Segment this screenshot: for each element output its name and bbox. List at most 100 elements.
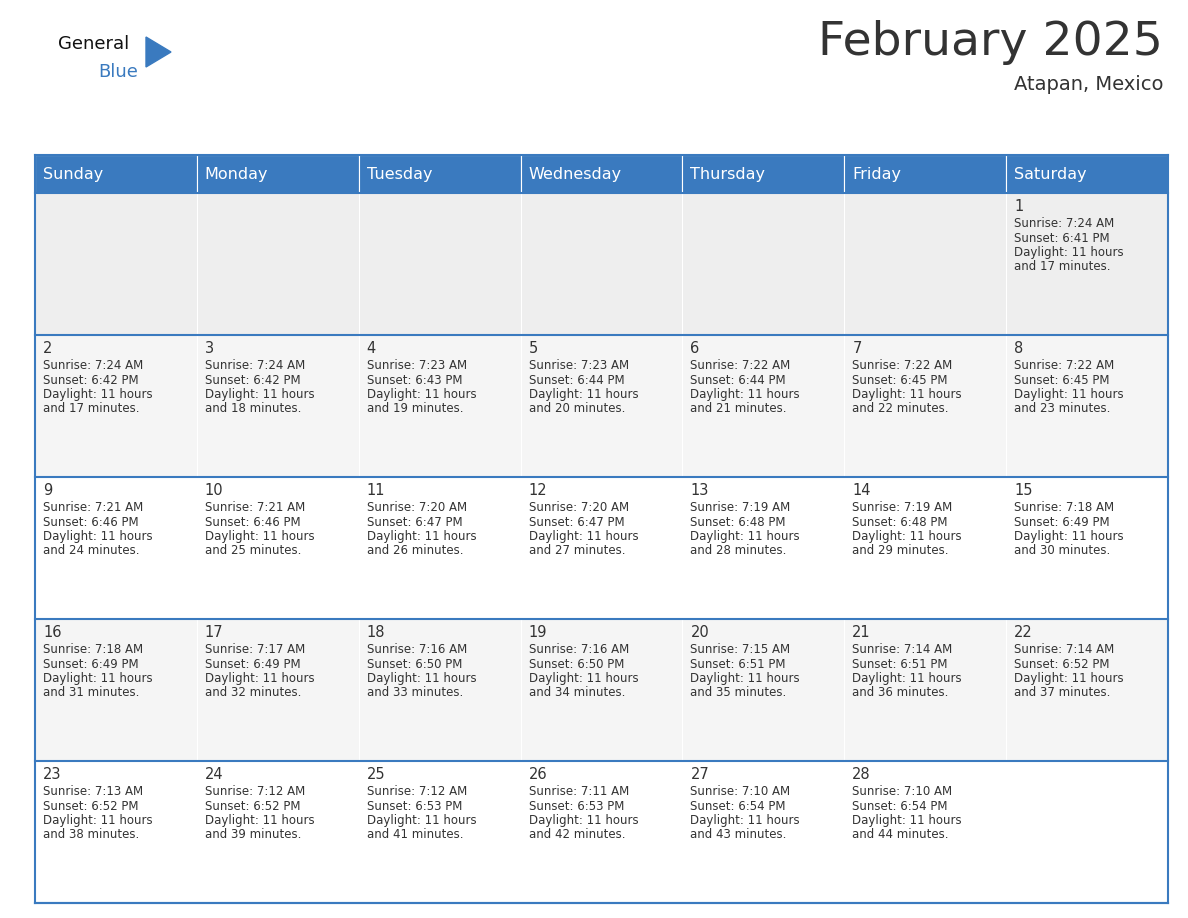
Text: Sunrise: 7:13 AM: Sunrise: 7:13 AM [43,785,143,798]
Text: and 17 minutes.: and 17 minutes. [43,402,139,416]
Text: 27: 27 [690,767,709,782]
Polygon shape [146,37,171,67]
Text: Daylight: 11 hours: Daylight: 11 hours [43,814,152,827]
Bar [1006,761,1168,903]
Bar [1006,619,1168,761]
Bar [520,335,682,477]
Text: Daylight: 11 hours: Daylight: 11 hours [204,530,315,543]
Bar [197,619,359,761]
Text: Daylight: 11 hours: Daylight: 11 hours [1015,388,1124,401]
Text: Sunset: 6:48 PM: Sunset: 6:48 PM [690,516,786,529]
Text: Sunset: 6:52 PM: Sunset: 6:52 PM [204,800,301,812]
Bar [359,335,520,477]
Text: Sunrise: 7:24 AM: Sunrise: 7:24 AM [43,359,144,372]
Bar [197,193,359,335]
Text: Sunrise: 7:17 AM: Sunrise: 7:17 AM [204,643,305,656]
Text: Sunset: 6:50 PM: Sunset: 6:50 PM [367,657,462,670]
Text: Sunset: 6:53 PM: Sunset: 6:53 PM [529,800,624,812]
Bar [359,761,520,903]
Text: 5: 5 [529,341,538,356]
Text: 24: 24 [204,767,223,782]
Text: Sunrise: 7:14 AM: Sunrise: 7:14 AM [1015,643,1114,656]
Text: and 33 minutes.: and 33 minutes. [367,687,463,700]
Text: and 23 minutes.: and 23 minutes. [1015,402,1111,416]
Text: and 17 minutes.: and 17 minutes. [1015,261,1111,274]
Text: Sunset: 6:46 PM: Sunset: 6:46 PM [204,516,301,529]
Text: 14: 14 [852,483,871,498]
Text: Sunset: 6:51 PM: Sunset: 6:51 PM [690,657,786,670]
Text: Sunrise: 7:21 AM: Sunrise: 7:21 AM [43,501,144,514]
Text: Daylight: 11 hours: Daylight: 11 hours [690,672,800,685]
Text: Tuesday: Tuesday [367,166,432,182]
Text: Monday: Monday [204,166,268,182]
Text: Daylight: 11 hours: Daylight: 11 hours [204,672,315,685]
Text: 11: 11 [367,483,385,498]
Text: and 43 minutes.: and 43 minutes. [690,829,786,842]
Text: and 37 minutes.: and 37 minutes. [1015,687,1111,700]
Text: and 36 minutes.: and 36 minutes. [852,687,949,700]
Text: Daylight: 11 hours: Daylight: 11 hours [852,388,962,401]
Text: Sunrise: 7:23 AM: Sunrise: 7:23 AM [367,359,467,372]
Bar [682,155,845,193]
Text: Daylight: 11 hours: Daylight: 11 hours [204,814,315,827]
Bar [197,335,359,477]
Text: Daylight: 11 hours: Daylight: 11 hours [367,672,476,685]
Bar [197,761,359,903]
Text: Sunrise: 7:22 AM: Sunrise: 7:22 AM [1015,359,1114,372]
Text: 12: 12 [529,483,548,498]
Text: Sunrise: 7:16 AM: Sunrise: 7:16 AM [367,643,467,656]
Bar [845,193,1006,335]
Text: Daylight: 11 hours: Daylight: 11 hours [43,530,152,543]
Text: 17: 17 [204,625,223,640]
Bar [520,477,682,619]
Text: Sunset: 6:49 PM: Sunset: 6:49 PM [1015,516,1110,529]
Text: 1: 1 [1015,199,1023,214]
Text: 23: 23 [43,767,62,782]
Text: Sunset: 6:49 PM: Sunset: 6:49 PM [43,657,139,670]
Text: and 44 minutes.: and 44 minutes. [852,829,949,842]
Text: Atapan, Mexico: Atapan, Mexico [1013,75,1163,94]
Text: Daylight: 11 hours: Daylight: 11 hours [529,388,638,401]
Text: Thursday: Thursday [690,166,765,182]
Text: 26: 26 [529,767,548,782]
Text: 7: 7 [852,341,861,356]
Text: 9: 9 [43,483,52,498]
Bar [34,761,197,903]
Bar [1006,335,1168,477]
Text: Sunset: 6:52 PM: Sunset: 6:52 PM [1015,657,1110,670]
Text: 18: 18 [367,625,385,640]
Text: Sunset: 6:44 PM: Sunset: 6:44 PM [529,374,624,386]
Text: and 35 minutes.: and 35 minutes. [690,687,786,700]
Text: Sunrise: 7:19 AM: Sunrise: 7:19 AM [690,501,791,514]
Text: 10: 10 [204,483,223,498]
Text: Sunrise: 7:14 AM: Sunrise: 7:14 AM [852,643,953,656]
Text: Sunset: 6:45 PM: Sunset: 6:45 PM [852,374,948,386]
Bar [520,761,682,903]
Bar [359,193,520,335]
Text: Sunrise: 7:12 AM: Sunrise: 7:12 AM [367,785,467,798]
Bar [682,193,845,335]
Bar [34,193,197,335]
Text: Sunrise: 7:19 AM: Sunrise: 7:19 AM [852,501,953,514]
Bar [682,761,845,903]
Text: Sunrise: 7:20 AM: Sunrise: 7:20 AM [367,501,467,514]
Text: and 28 minutes.: and 28 minutes. [690,544,786,557]
Text: and 27 minutes.: and 27 minutes. [529,544,625,557]
Text: Daylight: 11 hours: Daylight: 11 hours [1015,246,1124,259]
Text: Daylight: 11 hours: Daylight: 11 hours [204,388,315,401]
Text: 6: 6 [690,341,700,356]
Text: Daylight: 11 hours: Daylight: 11 hours [529,672,638,685]
Text: Sunrise: 7:10 AM: Sunrise: 7:10 AM [852,785,953,798]
Bar [1006,193,1168,335]
Text: Sunrise: 7:21 AM: Sunrise: 7:21 AM [204,501,305,514]
Text: Sunset: 6:54 PM: Sunset: 6:54 PM [690,800,786,812]
Text: 22: 22 [1015,625,1032,640]
Text: Daylight: 11 hours: Daylight: 11 hours [690,530,800,543]
Text: Sunrise: 7:22 AM: Sunrise: 7:22 AM [690,359,791,372]
Text: Friday: Friday [852,166,902,182]
Text: Daylight: 11 hours: Daylight: 11 hours [852,672,962,685]
Bar [1006,155,1168,193]
Text: Sunrise: 7:18 AM: Sunrise: 7:18 AM [1015,501,1114,514]
Text: 16: 16 [43,625,62,640]
Text: Sunrise: 7:10 AM: Sunrise: 7:10 AM [690,785,790,798]
